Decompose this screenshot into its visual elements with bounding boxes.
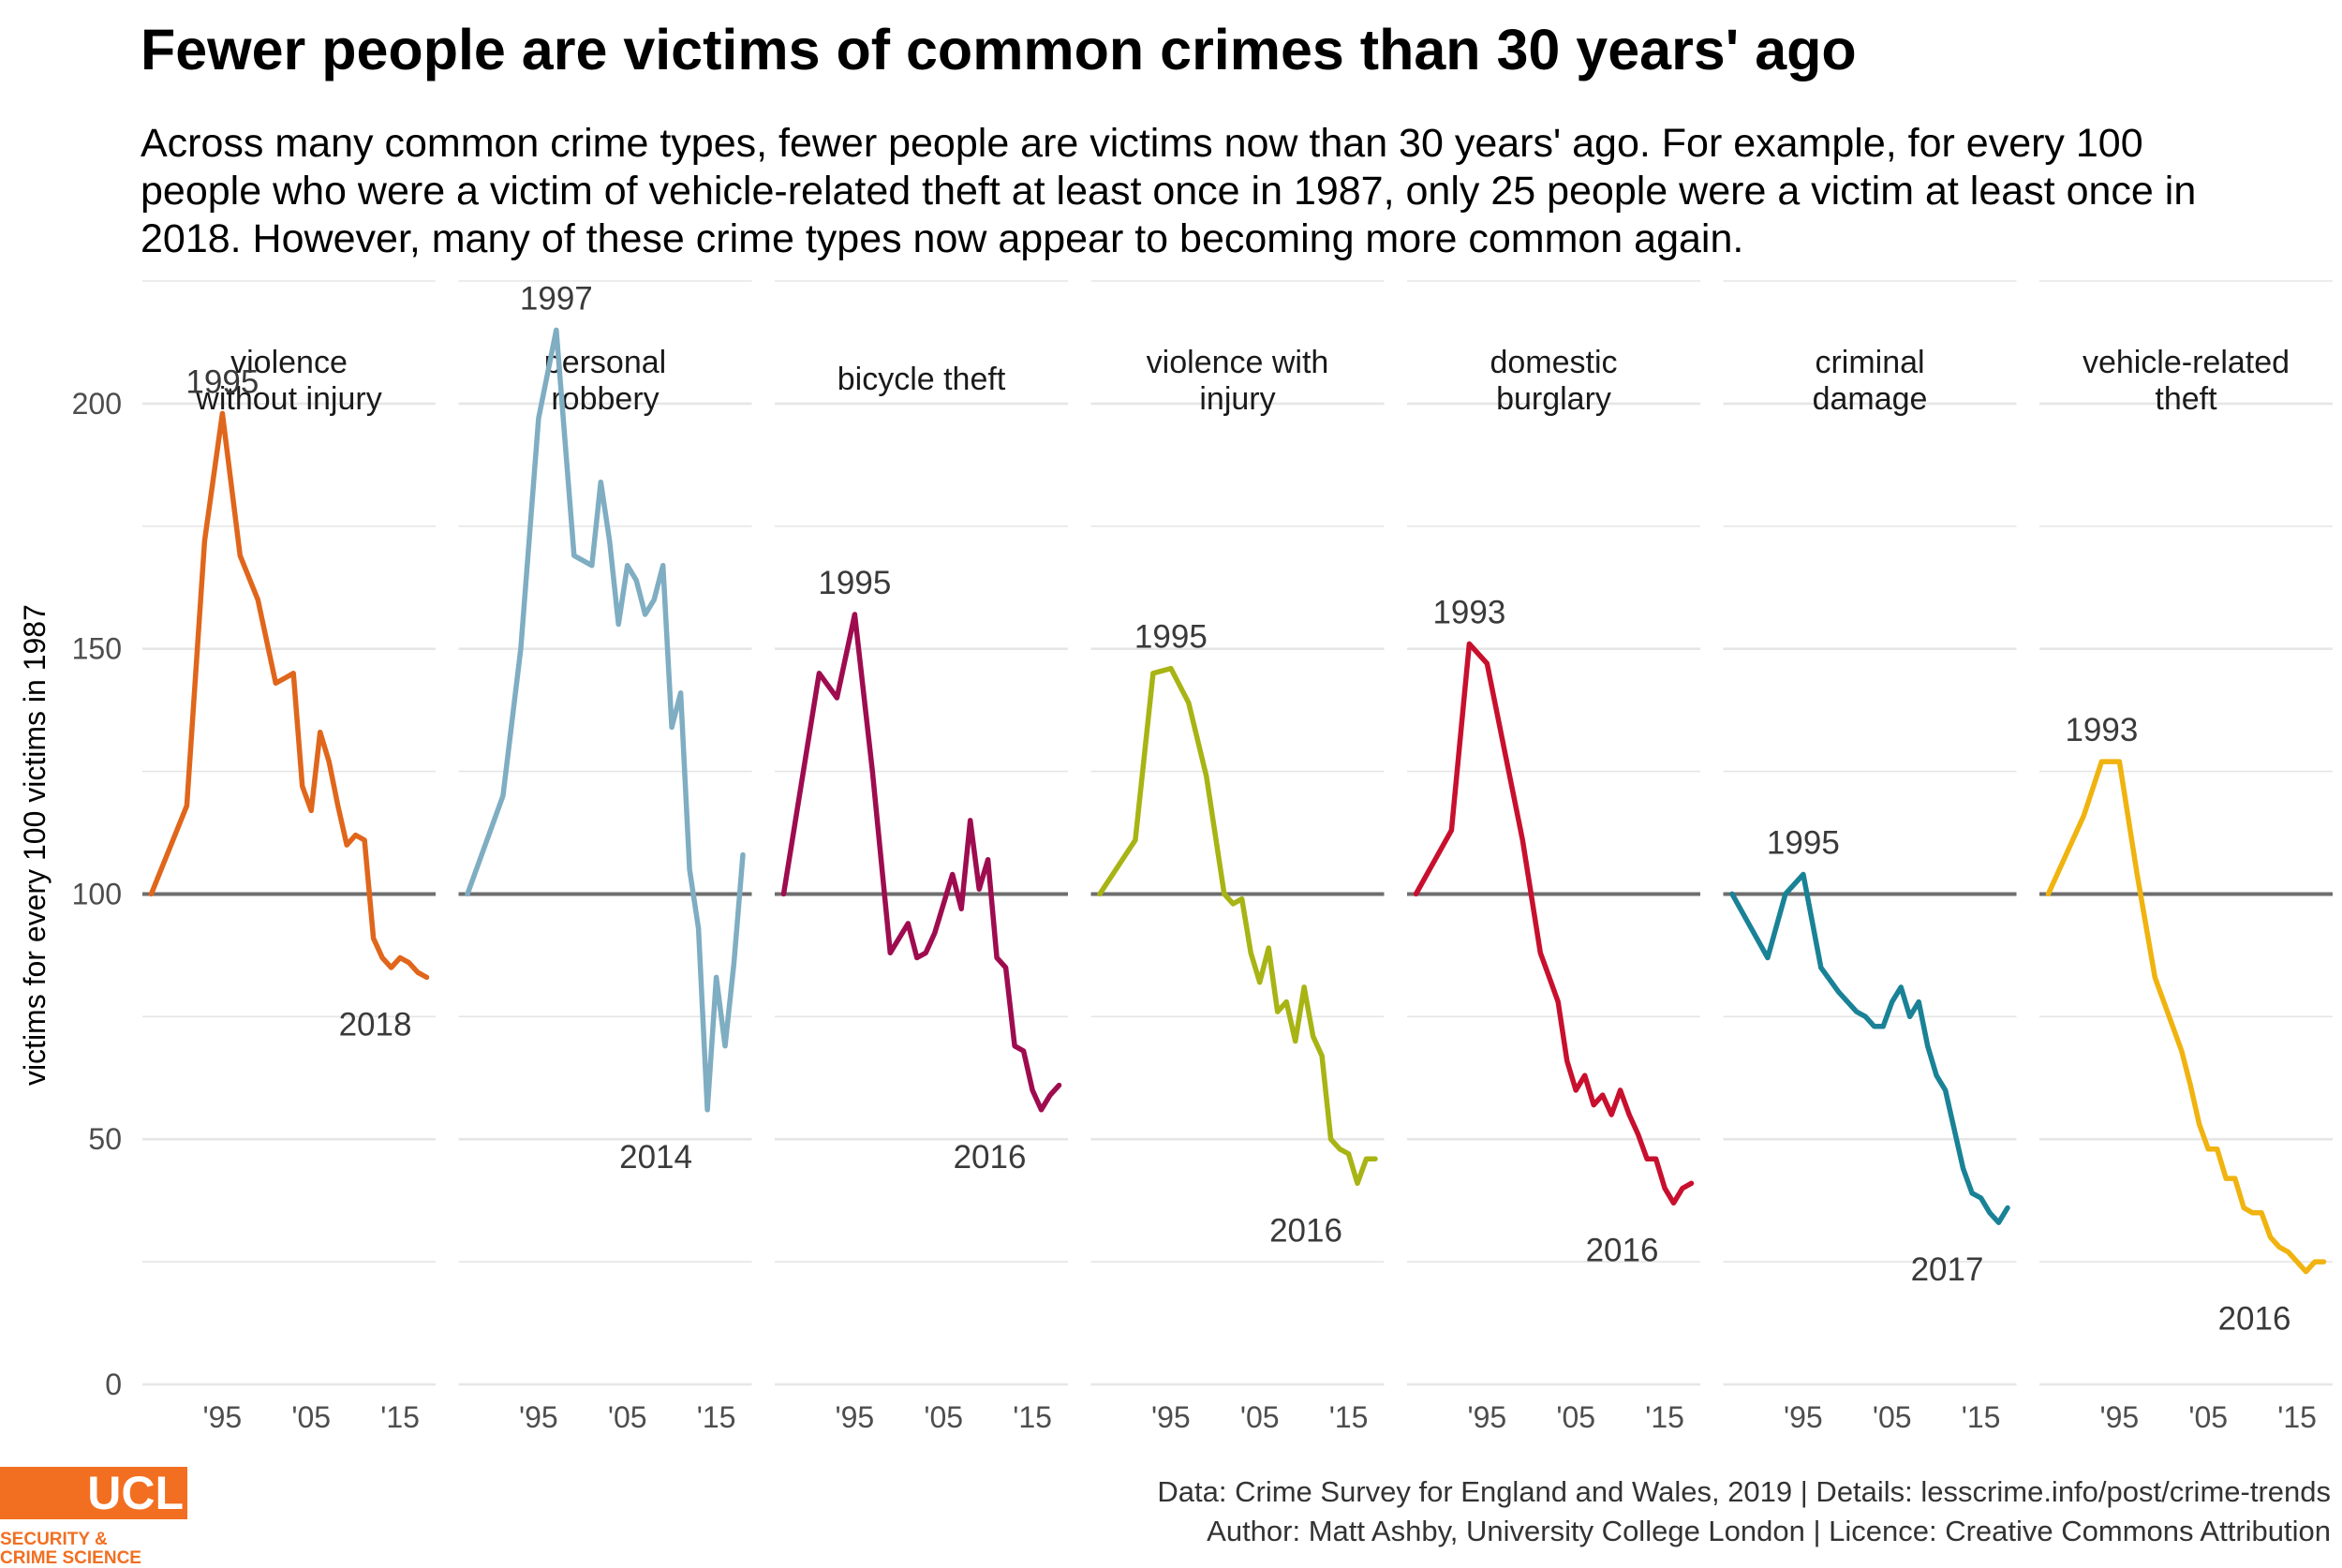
x-tick-label: '15 — [1645, 1400, 1684, 1434]
x-tick-label: '05 — [1556, 1400, 1595, 1434]
panel-label: injury — [1199, 381, 1275, 417]
x-tick-label: '95 — [203, 1400, 243, 1434]
y-tick-label: 100 — [72, 877, 122, 910]
x-tick-label: '95 — [2100, 1400, 2140, 1434]
low-year-label: 2018 — [339, 1006, 412, 1043]
series-line — [1413, 641, 1695, 1206]
y-axis-label: victims for every 100 victims in 1987 — [18, 604, 52, 1086]
ucl-logo: UCL SECURITY & CRIME SCIENCE — [0, 1467, 187, 1568]
x-tick-label: '05 — [608, 1400, 647, 1434]
series-line — [780, 612, 1062, 1113]
caption-line-source: Data: Crime Survey for England and Wales… — [1157, 1475, 2331, 1508]
x-tick-label: '05 — [924, 1400, 963, 1434]
peak-year-label: 1993 — [1432, 594, 1505, 630]
ucl-wordmark: UCL — [0, 1467, 187, 1519]
x-tick-label: '95 — [1151, 1400, 1191, 1434]
panel-label: bicycle theft — [837, 362, 1006, 397]
x-tick-label: '95 — [1784, 1400, 1823, 1434]
panel-label: personal — [544, 345, 666, 380]
series-line — [1729, 871, 2010, 1225]
peak-year-label: 1995 — [1767, 825, 1840, 862]
logo-text-line-1: SECURITY & — [0, 1530, 108, 1549]
panel-label: burglary — [1496, 381, 1611, 417]
panel-label: violence — [230, 345, 348, 380]
series-line — [2045, 759, 2327, 1275]
low-year-label: 2014 — [619, 1139, 692, 1176]
panel-label: theft — [2155, 381, 2217, 417]
y-tick-label: 50 — [88, 1122, 122, 1156]
x-tick-label: '95 — [1468, 1400, 1507, 1434]
logo-text-line-2: CRIME SCIENCE — [0, 1548, 141, 1568]
chart-title: Fewer people are victims of common crime… — [141, 18, 1857, 81]
peak-year-label: 1997 — [520, 280, 593, 317]
x-tick-label: '95 — [519, 1400, 558, 1434]
y-tick-label: 200 — [72, 387, 122, 421]
x-tick-label: '05 — [291, 1400, 331, 1434]
y-tick-label: 150 — [72, 632, 122, 666]
low-year-label: 2016 — [954, 1139, 1027, 1176]
y-tick-label: 0 — [105, 1368, 122, 1401]
x-tick-label: '15 — [2277, 1400, 2317, 1434]
panel-label: without injury — [195, 381, 381, 417]
series-line — [1097, 665, 1378, 1187]
peak-year-label: 1995 — [1134, 619, 1208, 656]
low-year-label: 2016 — [2218, 1301, 2291, 1338]
caption-line-author: Author: Matt Ashby, University College L… — [1207, 1515, 2331, 1547]
peak-year-label: 1993 — [2065, 712, 2138, 748]
x-tick-label: '05 — [1873, 1400, 1912, 1434]
panel-label: vehicle-related — [2083, 345, 2290, 380]
series-line — [465, 327, 746, 1113]
low-year-label: 2016 — [1269, 1212, 1342, 1249]
x-tick-label: '15 — [1329, 1400, 1369, 1434]
x-tick-label: '15 — [1013, 1400, 1052, 1434]
peak-year-label: 1995 — [818, 565, 891, 601]
x-tick-label: '15 — [1962, 1400, 2001, 1434]
x-tick-label: '15 — [697, 1400, 736, 1434]
panel-label: violence with — [1147, 345, 1329, 380]
faceted-line-chart: victims for every 100 victims in 1987 0 50… — [18, 280, 2333, 1434]
panel-label: damage — [1813, 381, 1928, 417]
panel-label: robbery — [551, 381, 659, 417]
x-tick-label: '05 — [2188, 1400, 2228, 1434]
source-caption: Data: Crime Survey for England and Wales… — [1157, 1472, 2331, 1551]
low-year-label: 2016 — [1586, 1232, 1659, 1268]
panel-label: criminal — [1815, 345, 1924, 380]
peak-year-label: 1995 — [185, 363, 259, 400]
chart-subtitle: Across many common crime types, fewer pe… — [141, 121, 2197, 261]
panel-label: domestic — [1490, 345, 1617, 380]
x-tick-label: '05 — [1240, 1400, 1280, 1434]
x-tick-label: '95 — [836, 1400, 875, 1434]
series-line — [148, 410, 430, 981]
low-year-label: 2017 — [1911, 1251, 1984, 1288]
x-tick-label: '15 — [380, 1400, 420, 1434]
